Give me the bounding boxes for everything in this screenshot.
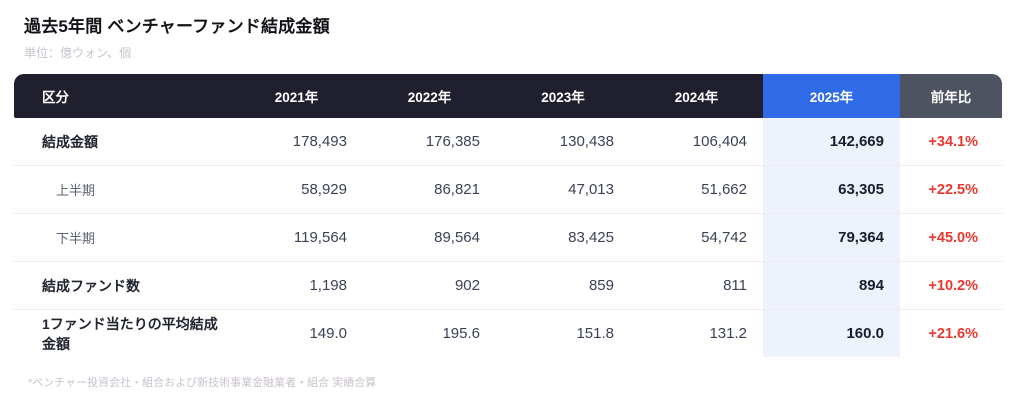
row-label: 上半期: [14, 166, 230, 214]
cell-yoy: +34.1%: [900, 118, 1002, 166]
table-row: 結成ファンド数 1,198 902 859 811 894 +10.2%: [14, 262, 1002, 310]
table-row: 1ファンド当たりの平均結成金額 149.0 195.6 151.8 131.2 …: [14, 310, 1002, 357]
cell-2023: 47,013: [496, 166, 630, 214]
column-header-2022: 2022年: [363, 74, 496, 118]
column-header-yoy: 前年比: [900, 74, 1002, 118]
cell-2022: 86,821: [363, 166, 496, 214]
column-header-2025-highlighted: 2025年: [763, 74, 900, 118]
footnote: *ベンチャー投資会社・組合および新技術事業金融業者・組合 実績合算: [28, 377, 377, 389]
column-header-2023: 2023年: [496, 74, 630, 118]
cell-2022: 195.6: [363, 310, 496, 357]
cell-2022: 176,385: [363, 118, 496, 166]
cell-2023: 130,438: [496, 118, 630, 166]
cell-2021: 119,564: [230, 214, 363, 262]
cell-2025-highlighted: 160.0: [763, 310, 900, 357]
cell-yoy: +45.0%: [900, 214, 1002, 262]
column-header-2024: 2024年: [630, 74, 763, 118]
cell-2023: 151.8: [496, 310, 630, 357]
cell-2023: 859: [496, 262, 630, 310]
cell-2024: 51,662: [630, 166, 763, 214]
cell-2023: 83,425: [496, 214, 630, 262]
cell-2025-highlighted: 142,669: [763, 118, 900, 166]
cell-2025-highlighted: 79,364: [763, 214, 900, 262]
row-label: 1ファンド当たりの平均結成金額: [14, 310, 230, 357]
row-label: 下半期: [14, 214, 230, 262]
cell-2022: 89,564: [363, 214, 496, 262]
cell-yoy: +10.2%: [900, 262, 1002, 310]
cell-2024: 131.2: [630, 310, 763, 357]
cell-2024: 106,404: [630, 118, 763, 166]
cell-2021: 149.0: [230, 310, 363, 357]
column-header-2021: 2021年: [230, 74, 363, 118]
cell-2025-highlighted: 894: [763, 262, 900, 310]
cell-yoy: +21.6%: [900, 310, 1002, 357]
table-header-row: 区分 2021年 2022年 2023年 2024年 2025年 前年比: [14, 74, 1002, 118]
cell-2021: 58,929: [230, 166, 363, 214]
cell-2022: 902: [363, 262, 496, 310]
column-header-category: 区分: [14, 74, 230, 118]
cell-2021: 178,493: [230, 118, 363, 166]
table-row: 下半期 119,564 89,564 83,425 54,742 79,364 …: [14, 214, 1002, 262]
table-row: 上半期 58,929 86,821 47,013 51,662 63,305 +…: [14, 166, 1002, 214]
cell-2025-highlighted: 63,305: [763, 166, 900, 214]
page-title: 過去5年間 ベンチャーファンド結成金額: [24, 17, 330, 36]
fund-formation-table: 区分 2021年 2022年 2023年 2024年 2025年 前年比 結成金…: [14, 74, 1002, 357]
cell-2024: 811: [630, 262, 763, 310]
cell-2021: 1,198: [230, 262, 363, 310]
unit-note: 単位：億ウォン、個: [24, 46, 132, 60]
row-label: 結成ファンド数: [14, 262, 230, 310]
cell-yoy: +22.5%: [900, 166, 1002, 214]
row-label: 結成金額: [14, 118, 230, 166]
cell-2024: 54,742: [630, 214, 763, 262]
table-row: 結成金額 178,493 176,385 130,438 106,404 142…: [14, 118, 1002, 166]
